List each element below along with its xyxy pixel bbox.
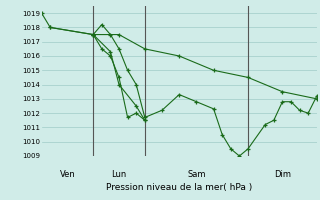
Text: Ven: Ven [60,170,75,179]
Text: Pression niveau de la mer( hPa ): Pression niveau de la mer( hPa ) [106,183,252,192]
Text: Lun: Lun [111,170,127,179]
Text: Sam: Sam [187,170,206,179]
Text: Dim: Dim [274,170,291,179]
